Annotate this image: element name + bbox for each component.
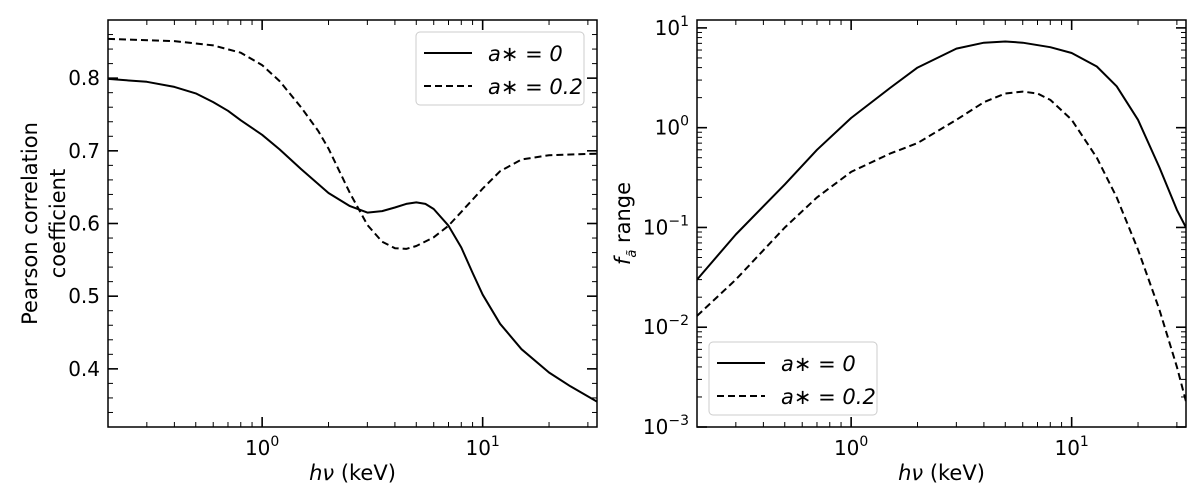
tick-base: 10: [643, 315, 668, 339]
x-label-unit: (keV): [923, 461, 985, 485]
series-line-a02: [108, 37, 597, 250]
tick-exponent: 0: [859, 434, 868, 450]
x-label-h: h: [309, 461, 322, 485]
series-line-a02: [697, 90, 1186, 402]
legend: a∗ = 0 a∗ = 0.2: [708, 341, 878, 416]
y-label-rest: range: [611, 182, 635, 250]
y-tick-label: 0.4: [68, 357, 100, 381]
x-ticks: [107, 20, 589, 427]
legend: a∗ = 0 a∗ = 0.2: [415, 31, 585, 106]
series-line-a0: [697, 40, 1186, 281]
tick-base: 10: [655, 116, 680, 140]
tick-exponent: −1: [668, 213, 689, 229]
tick-exponent: 0: [680, 114, 689, 130]
y-tick-label: 0.7: [68, 139, 100, 163]
y-tick-label: 0.5: [68, 284, 100, 308]
tick-base: 10: [643, 415, 668, 439]
tick-base: 10: [1054, 436, 1079, 460]
y-tick-label: 10−3: [643, 413, 689, 439]
legend-label: a∗ = 0.2: [488, 75, 583, 99]
x-ticks: [696, 20, 1178, 427]
tick-exponent: 1: [491, 434, 500, 450]
y-ticks: [108, 19, 597, 428]
y-axis-label: fã range: [611, 182, 640, 265]
y-tick-label: 100: [655, 114, 689, 140]
y-axis-label: Pearson correlation coefficient: [18, 122, 70, 325]
series-group: [697, 40, 1186, 402]
plot-frame: [107, 19, 598, 428]
x-tick-label: 100: [834, 434, 868, 460]
tick-exponent: 0: [270, 434, 279, 450]
plot-frame: [696, 19, 1187, 428]
x-tick-label: 101: [1054, 434, 1088, 460]
tick-base: 10: [655, 16, 680, 40]
y-tick-label: 0.8: [68, 66, 100, 90]
y-tick-label: 10−1: [643, 213, 689, 239]
y-tick-label: 0.6: [68, 212, 100, 236]
y-label-subscript: ã: [625, 250, 640, 258]
x-label-h: h: [898, 461, 911, 485]
tick-exponent: −3: [668, 413, 689, 429]
legend-label: a∗ = 0: [488, 42, 563, 66]
x-label-nu: ν: [322, 461, 334, 485]
y-label-f: f: [611, 254, 635, 265]
x-axis-label: hν (keV): [898, 461, 985, 485]
legend-label: a∗ = 0: [781, 352, 856, 376]
x-axis-label: hν (keV): [309, 461, 396, 485]
y-tick-label: 10−2: [643, 313, 689, 339]
x-label-unit: (keV): [334, 461, 396, 485]
tick-base: 10: [643, 215, 668, 239]
tick-base: 10: [245, 436, 270, 460]
series-line-a0: [108, 77, 597, 403]
tick-base: 10: [834, 436, 859, 460]
legend-label: a∗ = 0.2: [781, 385, 876, 409]
series-group: [108, 37, 597, 403]
y-label-line2: coefficient: [46, 169, 70, 278]
tick-exponent: 1: [680, 14, 689, 30]
x-tick-label: 100: [245, 434, 279, 460]
tick-exponent: −2: [668, 313, 689, 329]
y-label-line1: Pearson correlation: [18, 122, 42, 325]
tick-exponent: 1: [1080, 434, 1089, 450]
y-tick-label: 101: [655, 14, 689, 40]
x-tick-label: 101: [465, 434, 499, 460]
x-label-nu: ν: [911, 461, 923, 485]
tick-base: 10: [465, 436, 490, 460]
